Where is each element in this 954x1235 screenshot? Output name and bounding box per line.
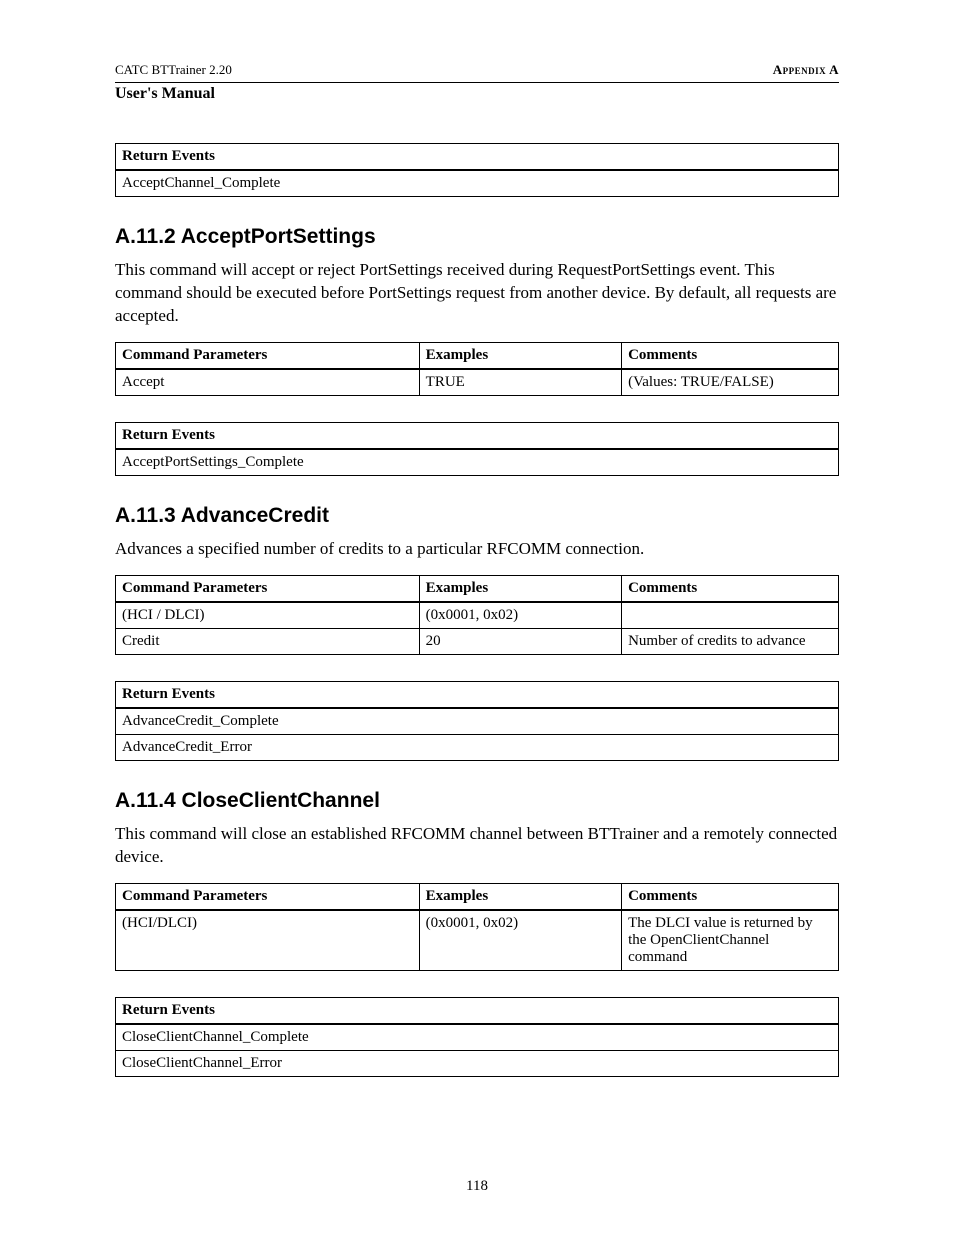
table-row: AdvanceCredit_Complete [116,708,839,735]
col-header-examples: Examples [419,883,621,910]
param-cell: (HCI/DLCI) [116,910,420,971]
event-cell: CloseClientChannel_Complete [116,1024,839,1051]
col-header-examples: Examples [419,575,621,602]
table-row: Credit 20 Number of credits to advance [116,628,839,654]
section-body: This command will accept or reject PortS… [115,259,839,328]
col-header-comments: Comments [622,883,839,910]
header-left: CATC BTTrainer 2.20 [115,62,232,78]
command-parameters-table: Command Parameters Examples Comments (HC… [115,883,839,971]
return-events-table-top: Return Events AcceptChannel_Complete [115,143,839,197]
header-subtitle: User's Manual [115,85,839,103]
comment-cell: (Values: TRUE/FALSE) [622,369,839,396]
command-parameters-table: Command Parameters Examples Comments Acc… [115,342,839,396]
event-cell: AdvanceCredit_Complete [116,708,839,735]
section-body: This command will close an established R… [115,823,839,869]
return-events-table: Return Events AcceptPortSettings_Complet… [115,422,839,476]
example-cell: 20 [419,628,621,654]
header-right: Appendix A [773,62,839,78]
comment-cell: The DLCI value is returned by the OpenCl… [622,910,839,971]
table-row: AdvanceCredit_Error [116,734,839,760]
col-header-parameters: Command Parameters [116,883,420,910]
comment-cell [622,602,839,629]
table-row: Accept TRUE (Values: TRUE/FALSE) [116,369,839,396]
table-row: AcceptChannel_Complete [116,170,839,197]
col-header-comments: Comments [622,575,839,602]
return-events-table: Return Events AdvanceCredit_Complete Adv… [115,681,839,761]
event-cell: AcceptChannel_Complete [116,170,839,197]
event-cell: AdvanceCredit_Error [116,734,839,760]
event-cell: AcceptPortSettings_Complete [116,449,839,476]
header-rule [115,82,839,83]
return-events-table: Return Events CloseClientChannel_Complet… [115,997,839,1077]
table-row: CloseClientChannel_Error [116,1050,839,1076]
document-page: CATC BTTrainer 2.20 Appendix A User's Ma… [0,0,954,1235]
table-row: (HCI / DLCI) (0x0001, 0x02) [116,602,839,629]
col-header-examples: Examples [419,342,621,369]
page-header-row: CATC BTTrainer 2.20 Appendix A [115,62,839,78]
table-row: CloseClientChannel_Complete [116,1024,839,1051]
comment-cell: Number of credits to advance [622,628,839,654]
param-cell: (HCI / DLCI) [116,602,420,629]
table-row: AcceptPortSettings_Complete [116,449,839,476]
example-cell: (0x0001, 0x02) [419,910,621,971]
section-title-advancecredit: A.11.3 AdvanceCredit [115,504,839,528]
col-header-parameters: Command Parameters [116,342,420,369]
return-events-header: Return Events [116,144,839,171]
return-events-header: Return Events [116,997,839,1024]
param-cell: Accept [116,369,420,396]
col-header-parameters: Command Parameters [116,575,420,602]
return-events-header: Return Events [116,681,839,708]
event-cell: CloseClientChannel_Error [116,1050,839,1076]
page-number: 118 [0,1178,954,1195]
section-body: Advances a specified number of credits t… [115,538,839,561]
example-cell: (0x0001, 0x02) [419,602,621,629]
col-header-comments: Comments [622,342,839,369]
section-title-acceptportsettings: A.11.2 AcceptPortSettings [115,225,839,249]
param-cell: Credit [116,628,420,654]
example-cell: TRUE [419,369,621,396]
return-events-header: Return Events [116,422,839,449]
section-title-closeclientchannel: A.11.4 CloseClientChannel [115,789,839,813]
command-parameters-table: Command Parameters Examples Comments (HC… [115,575,839,655]
table-row: (HCI/DLCI) (0x0001, 0x02) The DLCI value… [116,910,839,971]
